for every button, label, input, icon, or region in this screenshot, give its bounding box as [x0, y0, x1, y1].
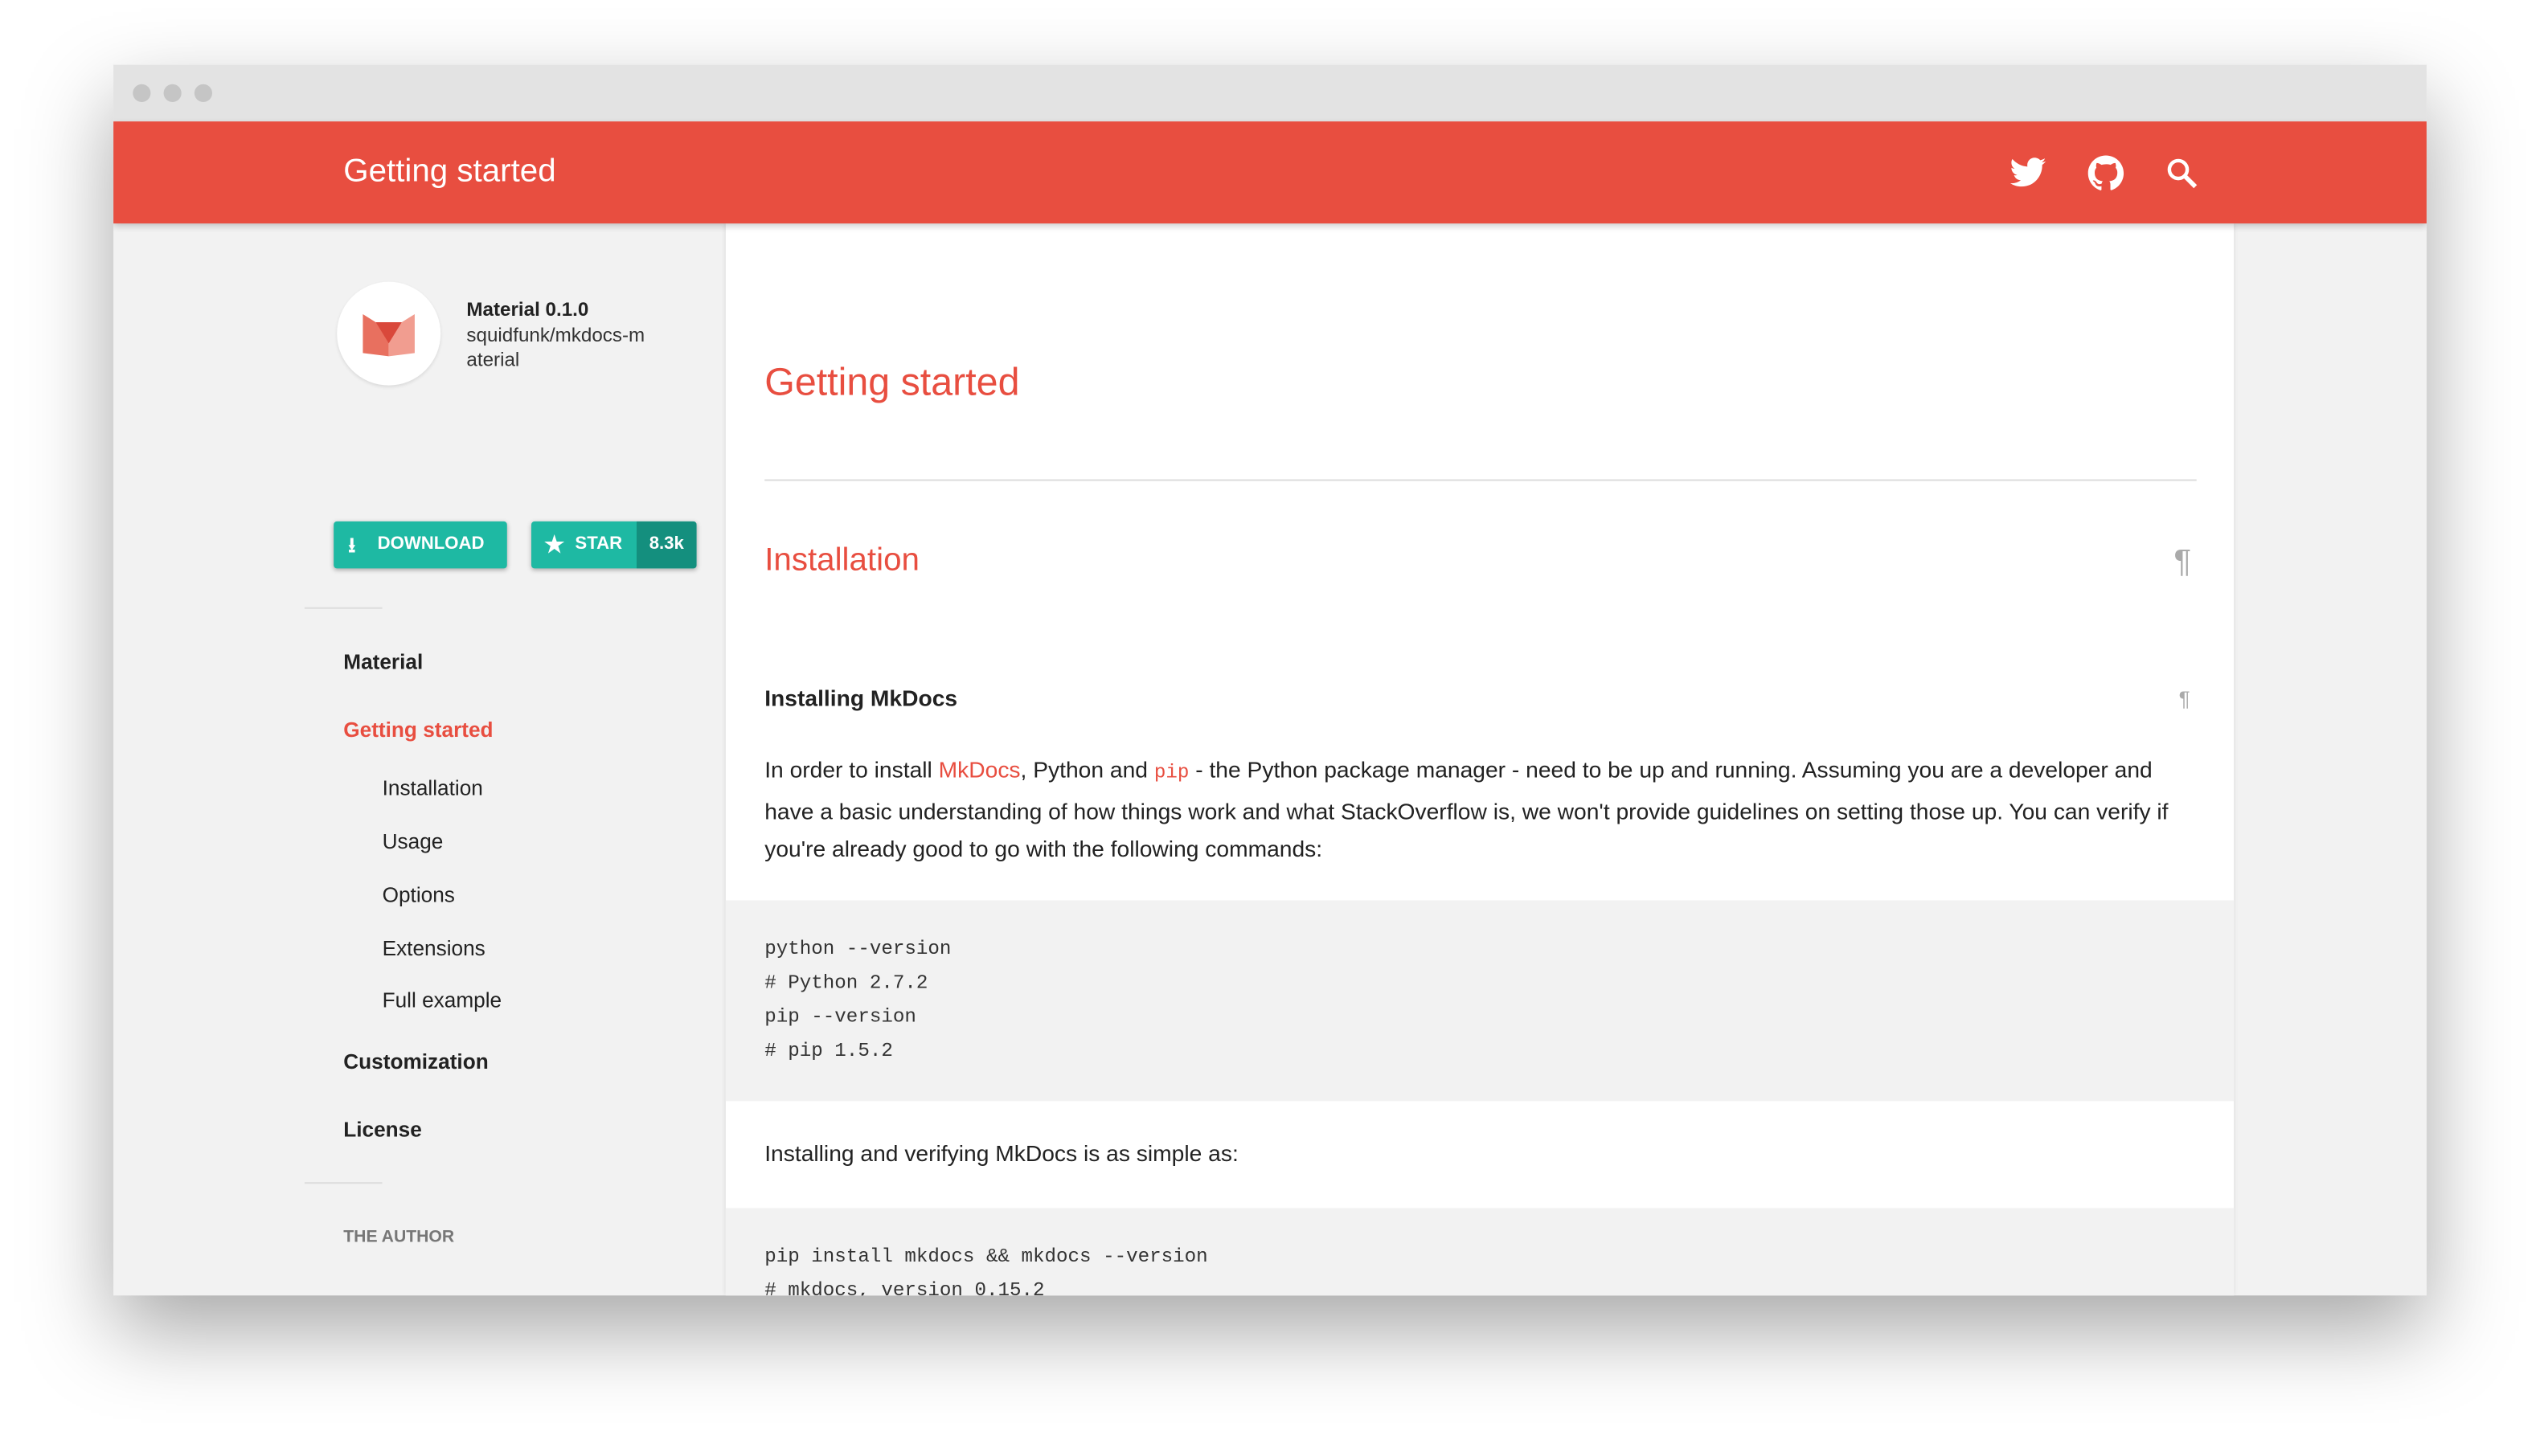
text: - the Python package manager - need to b… — [764, 756, 2169, 862]
github-icon[interactable] — [2087, 153, 2125, 192]
twitter-icon[interactable] — [2009, 153, 2047, 192]
text: , Python and — [1020, 756, 1154, 783]
permalink[interactable]: ¶ — [2178, 686, 2190, 711]
search-icon[interactable] — [2164, 155, 2199, 190]
code-line: pip install mkdocs && mkdocs --version — [764, 1245, 1208, 1268]
author-heading: THE AUTHOR — [343, 1227, 455, 1247]
nav-subitem[interactable]: Extensions — [382, 935, 485, 961]
permalink[interactable]: ¶ — [2173, 544, 2192, 580]
star-label: STAR — [575, 534, 623, 554]
heading-3: Installing MkDocs — [764, 685, 958, 711]
window-dot[interactable] — [163, 84, 182, 102]
divider — [304, 1182, 383, 1184]
content: Getting started Installation ¶ Installin… — [725, 223, 2235, 1296]
inline-code: pip — [1153, 761, 1190, 784]
star-icon: ★ — [544, 531, 565, 558]
browser-window: Getting started Material 0.1.0 squidfunk… — [113, 64, 2427, 1296]
text: In order to install — [764, 756, 939, 783]
code-line: pip --version — [764, 1005, 916, 1029]
code-line: # mkdocs, version 0.15.2 — [764, 1279, 1045, 1296]
author-link[interactable]: @squidfunk on Twitter — [343, 1289, 569, 1295]
download-button[interactable]: ⭳ DOWNLOAD — [334, 521, 507, 569]
repo-path[interactable]: squidfunk/mkdocs-material — [466, 324, 645, 371]
paragraph: Installing and verifying MkDocs is as si… — [764, 1139, 1239, 1167]
code-block: python --version # Python 2.7.2 pip --ve… — [725, 900, 2235, 1102]
nav-subitem[interactable]: Full example — [382, 988, 502, 1012]
repo-logo — [337, 281, 441, 386]
code-block: pip install mkdocs && mkdocs --version #… — [725, 1208, 2235, 1296]
link[interactable]: MkDocs — [938, 756, 1021, 783]
code-line: # Python 2.7.2 — [764, 971, 928, 995]
paragraph: In order to install MkDocs, Python and p… — [764, 751, 2197, 869]
heading-2: Installation — [764, 542, 920, 579]
header-title: Getting started — [343, 153, 556, 190]
window-dot[interactable] — [194, 84, 213, 102]
code-line: # pip 1.5.2 — [764, 1039, 893, 1063]
heading-1: Getting started — [764, 361, 1020, 405]
nav-item[interactable]: License — [343, 1117, 422, 1142]
nav-item-active[interactable]: Getting started — [343, 717, 494, 742]
window-dot[interactable] — [133, 84, 151, 102]
rule — [764, 479, 2197, 481]
repo-name: Material 0.1.0 — [466, 297, 589, 321]
code-line: python --version — [764, 937, 952, 961]
nav-subitem[interactable]: Installation — [382, 775, 483, 800]
download-label: DOWNLOAD — [377, 534, 485, 554]
nav-item[interactable]: Material — [343, 649, 424, 674]
divider — [304, 607, 383, 609]
star-count: 8.3k — [637, 521, 697, 569]
logo-mark — [363, 313, 415, 357]
header-bar: Getting started — [113, 121, 2427, 224]
title-bar — [113, 64, 2427, 122]
download-icon: ⭳ — [348, 533, 356, 558]
nav-subitem[interactable]: Usage — [382, 828, 444, 854]
nav-subitem[interactable]: Options — [382, 882, 455, 907]
sidebar: Material 0.1.0 squidfunk/mkdocs-material… — [113, 223, 726, 1295]
star-button[interactable]: ★ STAR 8.3k — [531, 521, 697, 569]
nav-item[interactable]: Customization — [343, 1049, 489, 1074]
